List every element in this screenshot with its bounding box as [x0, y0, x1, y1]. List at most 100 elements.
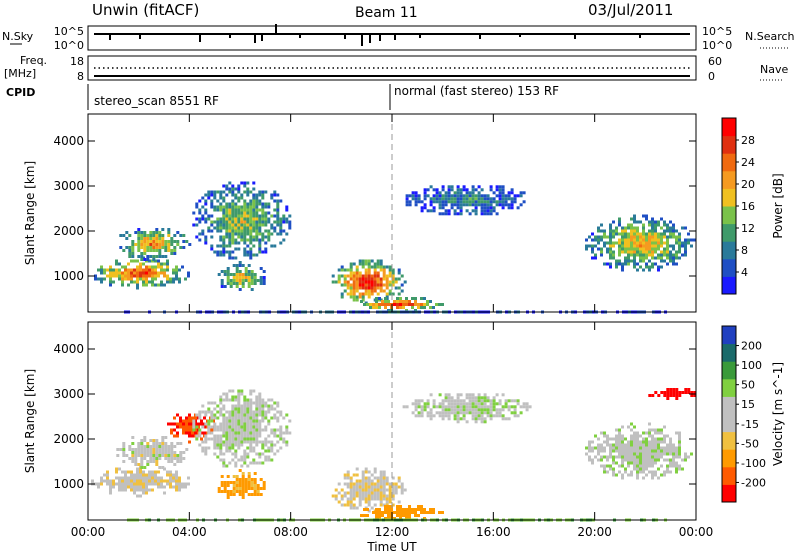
echo-cell [139, 479, 142, 483]
echo-cell [228, 449, 232, 453]
echo-cell [477, 402, 481, 406]
echo-cell [261, 419, 265, 423]
echo-cell [228, 244, 232, 248]
echo-cell [453, 197, 457, 201]
echo-cell [231, 229, 235, 233]
echo-cell [648, 247, 651, 251]
echo-cell [660, 440, 663, 444]
echo-cell [519, 405, 523, 409]
echo-cell [361, 479, 365, 483]
echo-cell [148, 271, 151, 275]
echo-cell [133, 485, 136, 489]
echo-cell [513, 197, 517, 201]
echo-cell [495, 188, 499, 192]
echo-cell [636, 473, 639, 477]
echo-cell [94, 277, 97, 281]
echo-cell [241, 484, 245, 487]
echo-cell [235, 270, 239, 273]
echo-cell [648, 268, 651, 272]
echo-cell [178, 476, 181, 480]
echo-cell [666, 443, 669, 447]
echo-cell [594, 455, 597, 459]
y-tick-label: 1000 [53, 477, 84, 491]
echo-cell [498, 411, 502, 415]
echo-cell [654, 452, 657, 456]
echo-cell [238, 493, 242, 496]
echo-cell [474, 408, 478, 412]
echo-cell [376, 482, 380, 486]
echo-cell [155, 442, 159, 445]
echo-cell [672, 446, 675, 450]
colorbar-swatch [722, 188, 736, 207]
echo-cell [358, 488, 362, 492]
echo-cell [645, 253, 648, 257]
echo-cell [279, 431, 283, 435]
echo-cell [285, 440, 289, 444]
echo-cell [639, 244, 642, 248]
echo-cell [456, 396, 460, 400]
echo-cell [672, 394, 676, 397]
echo-cell [210, 401, 214, 405]
echo-cell [612, 443, 615, 447]
echo-cell [603, 470, 606, 474]
echo-cell [234, 404, 238, 408]
echo-cell [373, 280, 377, 284]
echo-cell [660, 250, 663, 254]
echo-cell [228, 431, 232, 435]
echo-cell [420, 408, 424, 412]
echo-cell [125, 231, 129, 234]
echo-cell [158, 255, 162, 258]
echo-cell [666, 464, 669, 468]
echo-cell [140, 442, 144, 445]
echo-cell [630, 259, 633, 263]
echo-cell [163, 467, 166, 471]
echo-cell [170, 428, 173, 432]
echo-cell [210, 410, 214, 414]
echo-cell [136, 268, 139, 272]
echo-cell [139, 494, 142, 498]
echo-cell [414, 300, 417, 303]
echo-cell [163, 491, 166, 495]
echo-cell [121, 479, 124, 483]
echo-cell [252, 208, 256, 212]
echo-cell [249, 434, 253, 438]
echo-cell [456, 411, 460, 415]
echo-cell [219, 229, 223, 233]
echo-cell [219, 422, 223, 426]
echo-cell [660, 226, 663, 230]
echo-cell [651, 440, 654, 444]
echo-cell [663, 253, 666, 257]
echo-cell [504, 417, 508, 421]
echo-cell [252, 202, 256, 206]
echo-cell [207, 419, 211, 423]
echo-cell [678, 241, 681, 245]
echo-cell [624, 241, 627, 245]
echo-cell [258, 431, 262, 435]
echo-cell [639, 434, 642, 438]
echo-cell [382, 274, 386, 278]
echo-cell [175, 268, 178, 272]
echo-cell [210, 205, 214, 209]
echo-cell [456, 191, 460, 195]
echo-cell [651, 229, 654, 233]
echo-cell [103, 479, 106, 483]
echo-cell [477, 399, 481, 403]
echo-cell [195, 434, 199, 438]
echo-cell [231, 241, 235, 245]
echo-cell [264, 428, 268, 432]
echo-cell [252, 389, 256, 393]
echo-cell [240, 419, 244, 423]
echo-cell [355, 286, 359, 290]
echo-cell [394, 277, 398, 281]
echo-cell [681, 244, 684, 248]
echo-cell [127, 277, 130, 281]
echo-cell [471, 188, 475, 192]
echo-cell [252, 410, 256, 414]
echo-cell [273, 416, 277, 420]
echo-cell [477, 191, 481, 195]
echo-cell [228, 202, 232, 206]
echo-cell [139, 268, 142, 272]
echo-cell [423, 303, 426, 306]
echo-cell [630, 235, 633, 239]
echo-cell [492, 408, 496, 412]
